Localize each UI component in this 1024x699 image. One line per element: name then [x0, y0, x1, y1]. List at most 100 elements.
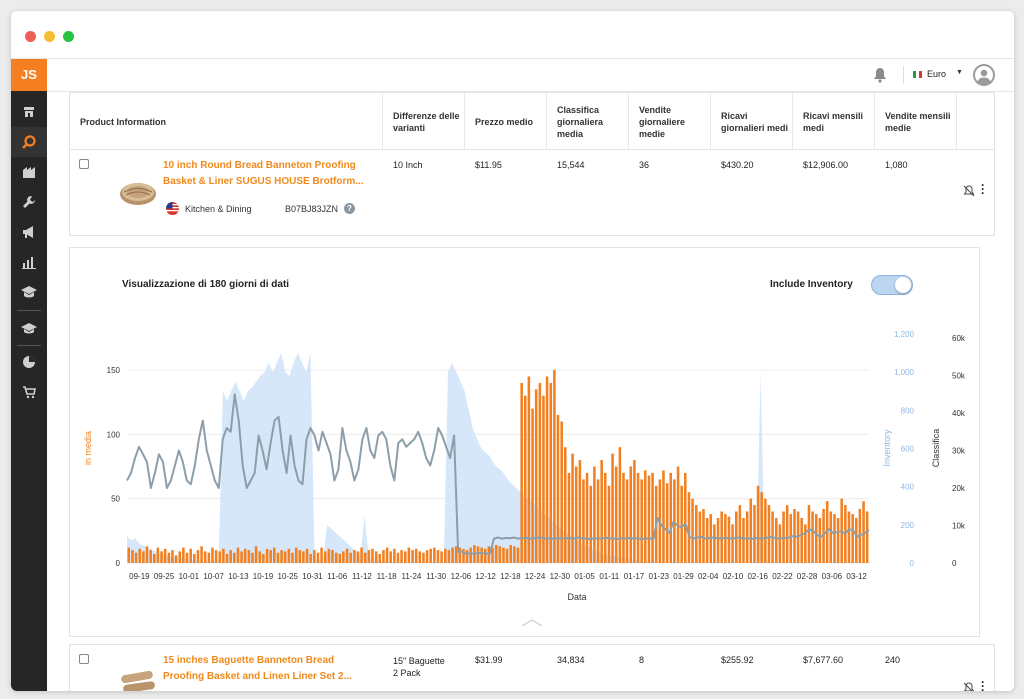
x-tick-label: 11-06 [327, 572, 347, 581]
cart-icon[interactable] [11, 377, 47, 407]
help-icon[interactable]: ? [344, 203, 355, 214]
sales-bar [785, 505, 789, 563]
column-header[interactable]: Vendite mensili medie [875, 93, 957, 150]
row-checkbox[interactable] [79, 159, 89, 169]
bell-off-icon[interactable] [963, 681, 975, 691]
avatar[interactable] [973, 64, 995, 86]
sales-bar [229, 550, 232, 563]
bell-icon[interactable] [873, 67, 887, 88]
sales-bar [193, 554, 196, 563]
sales-bar [705, 518, 709, 563]
currency-select[interactable]: Euro [927, 69, 947, 79]
maximize-window-button[interactable] [63, 31, 74, 42]
bar-chart-icon[interactable] [11, 247, 47, 277]
product-asin[interactable]: B07BJ83JZN [285, 204, 339, 214]
search-icon[interactable] [11, 127, 47, 157]
daily-revenue-cell: $255.92 [721, 655, 754, 665]
row-checkbox[interactable] [79, 654, 89, 664]
x-tick-label: 09-25 [154, 572, 175, 581]
sales-bar [280, 550, 283, 563]
academy-icon[interactable] [11, 313, 47, 343]
sales-bar [567, 472, 571, 563]
y-axis-label-sales: in media [83, 431, 93, 465]
sales-bar [800, 518, 803, 563]
column-header[interactable]: Prezzo medio [465, 93, 547, 150]
sales-bar [749, 498, 753, 563]
column-header[interactable]: Ricavi mensili medi [793, 93, 875, 150]
more-options-icon[interactable]: · · · [981, 178, 985, 200]
product-thumbnail[interactable] [118, 667, 158, 691]
product-thumbnail[interactable] [118, 177, 158, 212]
column-header[interactable]: Vendite giornaliere medie [629, 93, 711, 150]
sales-bar [593, 466, 596, 563]
sales-bar [487, 546, 491, 563]
megaphone-icon[interactable] [11, 217, 47, 247]
close-window-button[interactable] [25, 31, 36, 42]
sales-bar [742, 518, 745, 563]
sales-bar [574, 466, 578, 563]
sales-bar [153, 554, 156, 563]
daily-sales-cell: 36 [639, 160, 650, 170]
y-tick-label-rank: 0 [952, 559, 957, 568]
pie-chart-icon[interactable] [11, 347, 47, 377]
sales-bar [374, 551, 378, 563]
sales-bar [549, 382, 553, 563]
sales-bar [400, 550, 403, 563]
product-title-link[interactable]: 10 inch Round Bread Banneton Proofing Ba… [163, 160, 364, 187]
y-tick-label-rank: 40k [952, 409, 966, 418]
more-options-icon[interactable]: · · · [981, 675, 985, 691]
column-header[interactable]: Product Information [70, 93, 383, 150]
graduation-cap-icon[interactable] [11, 277, 47, 307]
column-header[interactable]: Classifica giornaliera media [547, 93, 629, 150]
store-icon[interactable] [11, 97, 47, 127]
sales-bar [829, 511, 833, 563]
sales-bar [509, 545, 513, 563]
sales-bar [527, 376, 531, 563]
x-tick-label: 01-05 [574, 572, 595, 581]
sales-bar [607, 485, 611, 563]
sidebar: JS [11, 59, 47, 691]
sales-bar [309, 554, 312, 563]
y-tick-label-inventory: 0 [910, 559, 915, 568]
y-tick-label-sales: 100 [107, 430, 121, 439]
sales-bar [614, 466, 618, 563]
sales-bar [651, 472, 654, 563]
daily-sales-cell: 8 [639, 655, 645, 665]
x-tick-label: 10-19 [253, 572, 274, 581]
sales-bar [316, 552, 320, 563]
sales-bar [334, 552, 338, 563]
title-bar [11, 11, 1014, 59]
minimize-window-button[interactable] [44, 31, 55, 42]
sales-bar [433, 547, 436, 563]
sales-bar [560, 421, 563, 563]
sales-bar [160, 551, 163, 563]
sales-bar [214, 550, 218, 563]
y-tick-label-rank: 60k [952, 334, 966, 343]
y-tick-label-inventory: 1,000 [894, 368, 915, 377]
sales-bar [382, 550, 385, 563]
collapse-chevron-icon[interactable] [521, 619, 543, 627]
sales-bar [265, 548, 269, 563]
wrench-icon[interactable] [11, 187, 47, 217]
building-icon[interactable] [11, 157, 47, 187]
app-logo[interactable]: JS [11, 59, 47, 91]
sales-bar [462, 548, 465, 563]
bell-off-icon[interactable] [963, 184, 975, 202]
monthly-revenue-cell: $7,677.60 [803, 655, 844, 665]
product-category: Kitchen & Dining [185, 204, 252, 214]
column-header[interactable]: Ricavi giornalieri medi [711, 93, 793, 150]
chevron-down-icon[interactable]: ▼ [956, 69, 963, 76]
include-inventory-toggle[interactable] [871, 275, 913, 295]
sales-bar [647, 475, 651, 563]
sales-bar [862, 501, 865, 563]
variant-cell: 15" Baguette 2 Pack [393, 656, 445, 678]
x-tick-label: 02-04 [698, 572, 719, 581]
product-title-link[interactable]: 15 inches Baguette Banneton Bread Proofi… [163, 655, 352, 682]
x-tick-label: 10-13 [228, 572, 249, 581]
sales-bar [498, 546, 502, 563]
sales-bar [291, 552, 294, 563]
rank-cell: 34,834 [557, 655, 585, 665]
sales-bar [836, 518, 840, 563]
column-header[interactable]: Differenze delle varianti [383, 93, 465, 150]
sales-bar [189, 548, 192, 563]
